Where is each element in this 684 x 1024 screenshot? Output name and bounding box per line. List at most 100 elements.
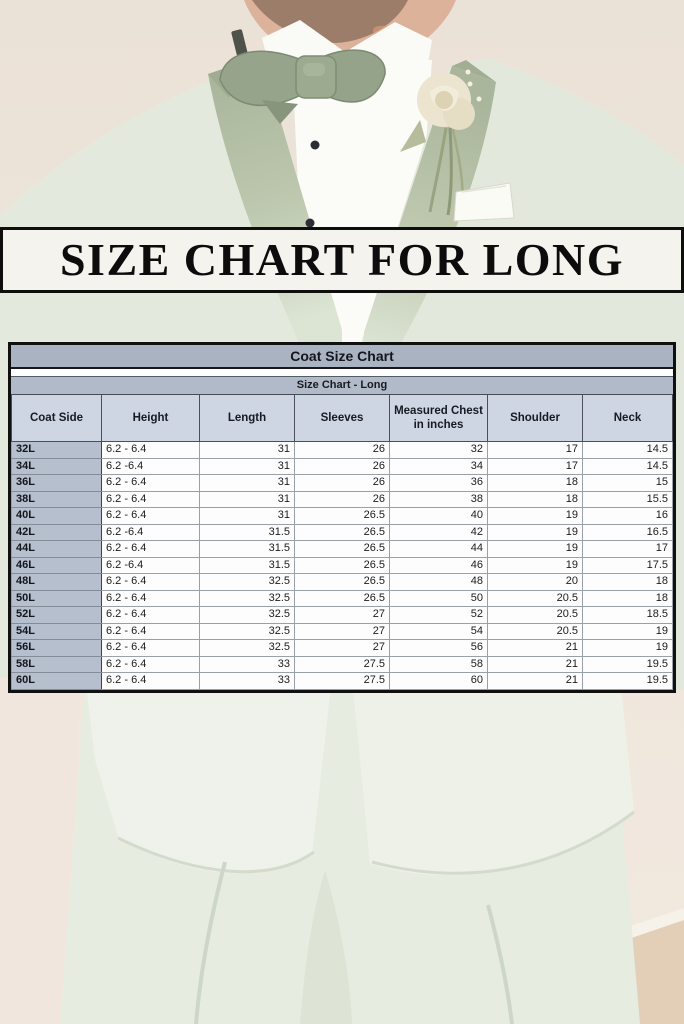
size-row-34l: 34L 6.2 -6.4 31 26 34 17 14.5 — [11, 457, 673, 475]
size-value: 31 — [199, 474, 295, 492]
size-value: 14.5 — [582, 441, 673, 459]
size-value: 36 — [389, 474, 488, 492]
coat-size-label: 36L — [11, 474, 102, 492]
babys-breath — [465, 69, 471, 75]
size-row-48l: 48L 6.2 - 6.4 32.5 26.5 48 20 18 — [11, 573, 673, 591]
size-value: 60 — [389, 672, 488, 690]
size-value: 26.5 — [294, 589, 390, 607]
size-value: 27 — [294, 606, 390, 624]
size-value: 42 — [389, 523, 488, 541]
coat-size-label: 54L — [11, 622, 102, 640]
size-value: 15.5 — [582, 490, 673, 508]
size-value: 27 — [294, 622, 390, 640]
size-value: 17 — [487, 441, 583, 459]
size-row-42l: 42L 6.2 -6.4 31.5 26.5 42 19 16.5 — [11, 523, 673, 541]
size-value: 19 — [582, 639, 673, 657]
table-gap — [11, 369, 673, 376]
size-value: 6.2 - 6.4 — [101, 622, 200, 640]
banner-title: SIZE CHART FOR LONG — [59, 234, 625, 285]
size-value: 58 — [389, 655, 488, 673]
size-value: 6.2 -6.4 — [101, 457, 200, 475]
coat-size-label: 44L — [11, 540, 102, 558]
size-row-54l: 54L 6.2 - 6.4 32.5 27 54 20.5 19 — [11, 622, 673, 640]
size-value: 19 — [582, 622, 673, 640]
size-value: 6.2 - 6.4 — [101, 490, 200, 508]
size-value: 18 — [582, 589, 673, 607]
coat-size-label: 34L — [11, 457, 102, 475]
bowtie-knot-highlight — [303, 63, 325, 76]
coat-size-label: 38L — [11, 490, 102, 508]
size-value: 19 — [487, 556, 583, 574]
size-value: 33 — [199, 655, 295, 673]
size-value: 14.5 — [582, 457, 673, 475]
coat-size-label: 50L — [11, 589, 102, 607]
size-value: 21 — [487, 655, 583, 673]
banner: SIZE CHART FOR LONG — [0, 227, 684, 293]
inseam-shadow — [300, 870, 352, 1024]
size-value: 15 — [582, 474, 673, 492]
column-header-measured-chest-in-inches: Measured Chest in inches — [389, 395, 488, 442]
size-row-38l: 38L 6.2 - 6.4 31 26 38 18 15.5 — [11, 490, 673, 508]
size-value: 31 — [199, 507, 295, 525]
size-value: 18 — [487, 474, 583, 492]
bowtie-left-wing — [219, 50, 308, 106]
coat-size-label: 32L — [11, 441, 102, 459]
coat-size-label: 48L — [11, 573, 102, 591]
size-value: 20.5 — [487, 606, 583, 624]
size-value: 20.5 — [487, 622, 583, 640]
size-value: 16 — [582, 507, 673, 525]
lapel-right-peak — [452, 60, 496, 82]
pocket-square — [453, 182, 515, 222]
size-value: 38 — [389, 490, 488, 508]
size-value: 6.2 - 6.4 — [101, 639, 200, 657]
size-value: 6.2 - 6.4 — [101, 672, 200, 690]
size-table: Coat Side Height Length Sleeves Measured Che… — [11, 395, 673, 690]
rose-center — [435, 91, 453, 109]
size-value: 32.5 — [199, 573, 295, 591]
size-value: 19.5 — [582, 672, 673, 690]
size-row-52l: 52L 6.2 - 6.4 32.5 27 52 20.5 18.5 — [11, 606, 673, 624]
trouser-crease — [486, 904, 514, 1024]
column-header-neck: Neck — [582, 395, 673, 442]
coat-size-label: 40L — [11, 507, 102, 525]
size-value: 18.5 — [582, 606, 673, 624]
size-value: 6.2 -6.4 — [101, 556, 200, 574]
size-value: 19 — [487, 540, 583, 558]
size-value: 20 — [487, 573, 583, 591]
size-value: 19 — [487, 523, 583, 541]
size-row-56l: 56L 6.2 - 6.4 32.5 27 56 21 19 — [11, 639, 673, 657]
size-value: 26 — [294, 457, 390, 475]
coat-size-label: 52L — [11, 606, 102, 624]
size-value: 6.2 - 6.4 — [101, 655, 200, 673]
bowtie-knot — [295, 55, 337, 99]
size-row-58l: 58L 6.2 - 6.4 33 27.5 58 21 19.5 — [11, 655, 673, 673]
size-value: 6.2 - 6.4 — [101, 606, 200, 624]
size-value: 31.5 — [199, 523, 295, 541]
size-value: 32.5 — [199, 606, 295, 624]
boutonniere-stem — [428, 127, 448, 213]
size-value: 33 — [199, 672, 295, 690]
size-value: 31 — [199, 490, 295, 508]
column-header-length: Length — [199, 395, 295, 442]
column-header-shoulder: Shoulder — [487, 395, 583, 442]
coat-size-chart: Coat Size Chart Size Chart - Long Coat S… — [8, 342, 676, 693]
size-value: 17 — [487, 457, 583, 475]
size-value: 6.2 - 6.4 — [101, 540, 200, 558]
size-value: 56 — [389, 639, 488, 657]
babys-breath — [467, 81, 473, 87]
size-value: 26.5 — [294, 507, 390, 525]
jacket-hem-left — [85, 677, 332, 874]
size-row-36l: 36L 6.2 - 6.4 31 26 36 18 15 — [11, 474, 673, 492]
size-value: 31.5 — [199, 540, 295, 558]
size-value: 31 — [199, 457, 295, 475]
coat-size-label: 60L — [11, 672, 102, 690]
size-value: 48 — [389, 573, 488, 591]
size-value: 6.2 - 6.4 — [101, 507, 200, 525]
coat-size-label: 42L — [11, 523, 102, 541]
column-header-sleeves: Sleeves — [294, 395, 390, 442]
shirt-button — [310, 140, 320, 150]
size-value: 32 — [389, 441, 488, 459]
size-value: 19 — [487, 507, 583, 525]
coat-size-label: 56L — [11, 639, 102, 657]
